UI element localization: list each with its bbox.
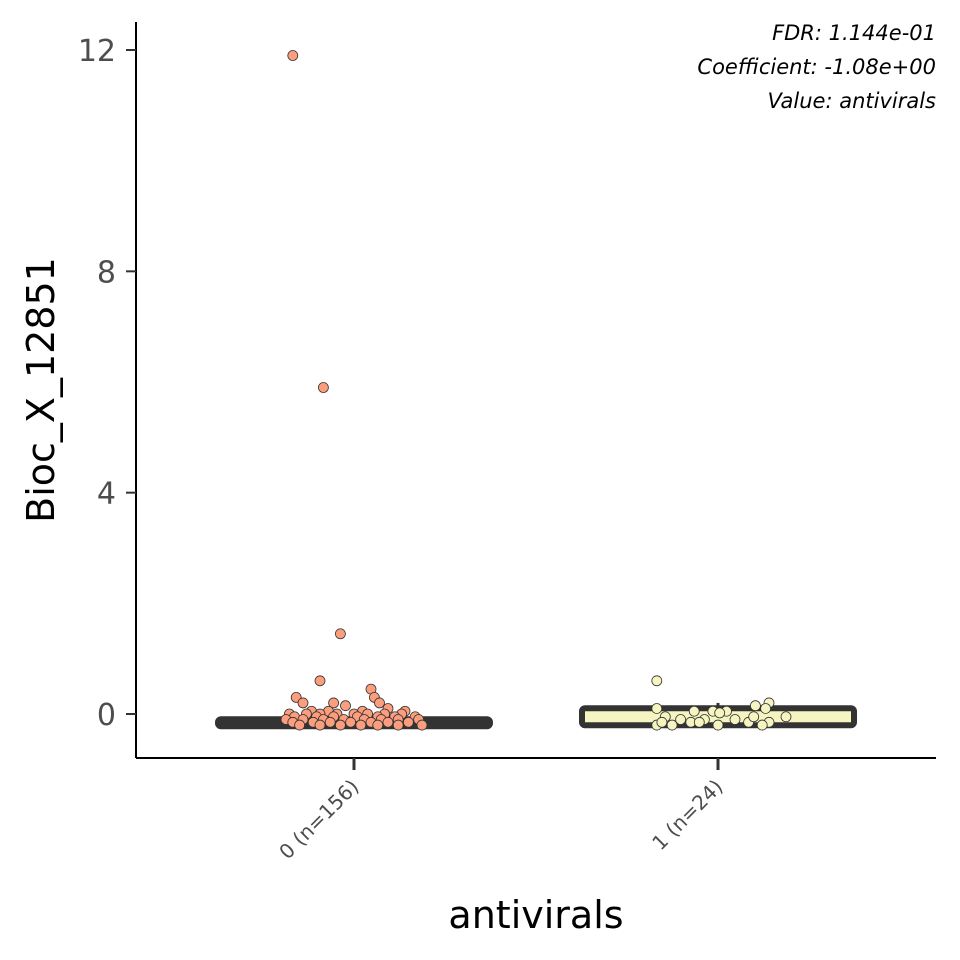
data-point (324, 716, 336, 728)
data-point (651, 703, 663, 714)
data-point (693, 716, 705, 728)
annotation-fdr: FDR: 1.144e-01 (772, 21, 936, 45)
data-point (666, 719, 678, 731)
y-tick-label: 0 (97, 698, 116, 733)
x-tick-label: 0 (n=156) (274, 775, 363, 864)
data-point (374, 697, 385, 709)
data-point (416, 719, 428, 731)
data-point (712, 719, 724, 731)
data-point (340, 700, 351, 712)
data-point (760, 703, 771, 714)
data-point (294, 719, 306, 731)
annotation-coefficient: Coefficient: -1.08e+00 (697, 55, 936, 79)
data-point (328, 697, 340, 709)
data-point (748, 711, 760, 723)
data-point (334, 719, 346, 731)
x-ticks: 0 (n=156) 1 (n=24) (274, 758, 728, 864)
data-point (297, 697, 309, 709)
data-point (345, 716, 357, 728)
data-point (656, 716, 668, 728)
data-point (651, 675, 663, 687)
y-ticks: 0 4 8 12 (78, 34, 136, 733)
y-tick-label: 12 (78, 34, 116, 69)
data-point (314, 719, 326, 731)
data-point (317, 382, 329, 393)
data-point (714, 707, 726, 719)
y-tick-label: 4 (97, 477, 116, 512)
x-axis-title: antivirals (448, 893, 623, 937)
y-axis-title: Bioc_X_12851 (19, 257, 63, 523)
data-point (382, 716, 394, 728)
data-point (392, 719, 404, 731)
data-point (729, 714, 741, 725)
data-point (355, 719, 367, 731)
data-point (780, 711, 792, 723)
y-tick-label: 8 (97, 255, 116, 290)
points-layer (280, 50, 792, 731)
data-point (675, 714, 686, 725)
data-point (372, 719, 384, 731)
data-point (756, 719, 768, 731)
annotation-value: Value: antivirals (768, 89, 937, 113)
data-point (314, 675, 326, 687)
data-point (334, 628, 346, 640)
data-point (287, 50, 299, 61)
data-point (750, 700, 761, 712)
data-point (402, 716, 414, 728)
x-tick-label: 1 (n=24) (647, 775, 727, 855)
data-point (688, 705, 700, 717)
